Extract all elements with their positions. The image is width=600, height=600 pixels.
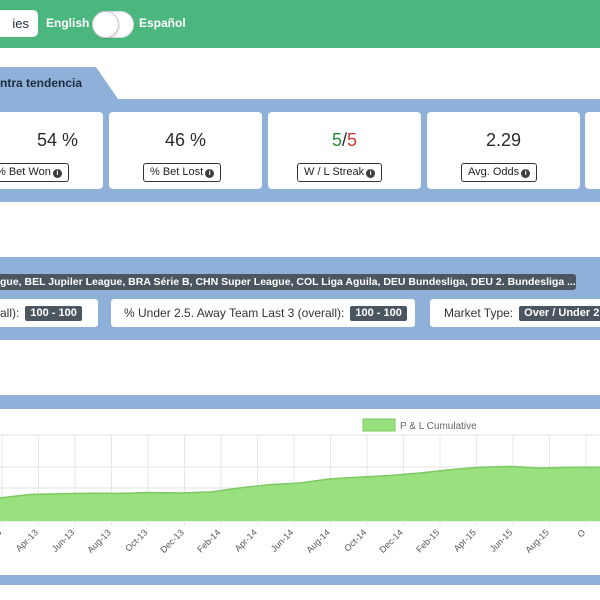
x-tick-label: Aug-14 [304, 527, 332, 555]
x-tick-label: Dec-13 [158, 527, 186, 555]
x-tick-label: Dec-14 [377, 527, 405, 555]
streak-separator: / [341, 130, 347, 150]
chart-band-bottom [0, 575, 600, 585]
top-bar-button[interactable]: ies [0, 10, 38, 37]
x-tick-label: Apr-13 [14, 527, 40, 553]
x-tick-label: Jun-15 [488, 527, 515, 554]
x-tick-label: Jun-13 [50, 527, 77, 554]
x-tick-label: Aug-13 [85, 527, 113, 555]
pl-point[interactable] [449, 469, 451, 471]
legend-label: P & L Cumulative [400, 421, 477, 432]
pl-point[interactable] [509, 465, 511, 467]
pl-chart-svg: r-13 Apr-13 Jun-13 Aug-13 Oct-13 Dec-13 Feb-14… [0, 418, 600, 555]
info-icon[interactable]: i [521, 169, 531, 178]
stat-value-streak: 5/5 [268, 130, 421, 151]
x-tick-label: Oct-13 [123, 527, 149, 553]
pl-point[interactable] [389, 475, 391, 477]
legend-swatch [362, 418, 396, 432]
pl-point[interactable] [149, 492, 151, 494]
info-icon[interactable]: i [52, 169, 62, 178]
stat-card-bet-won: 54 % % Bet Won i [0, 112, 103, 189]
filter-2-value[interactable]: 100 - 100 [350, 306, 407, 321]
filters-band: gue, BEL Jupiler League, BRA Série B, CH… [0, 257, 600, 340]
pl-chart: r-13 Apr-13 Jun-13 Aug-13 Oct-13 Dec-13 Feb-14… [0, 409, 600, 575]
loss-streak: 5 [347, 130, 358, 150]
stat-card-partial [585, 112, 600, 189]
win-streak: 5 [331, 130, 342, 150]
pl-point[interactable] [119, 492, 121, 494]
pl-point[interactable] [359, 476, 361, 478]
filter-3-value[interactable]: Over / Under 2.5 [519, 306, 600, 321]
pl-point[interactable] [239, 487, 241, 489]
chart-band-top [0, 395, 600, 409]
x-tick-label: Apr-14 [233, 527, 259, 553]
pl-point[interactable] [29, 494, 31, 496]
stat-card-avg-odds: 2.29 Avg. Odds i [427, 112, 580, 189]
top-bar: ies English Español [0, 0, 600, 48]
filter-box-3: Market Type:Over / Under 2.5 [430, 299, 600, 327]
english-label[interactable]: English [46, 16, 90, 30]
filter-1-value[interactable]: 100 - 100 [25, 306, 82, 321]
spanish-label[interactable]: Español [139, 16, 186, 30]
filter-box-2: % Under 2.5. Away Team Last 3 (overall):… [111, 299, 415, 327]
pl-point[interactable] [59, 493, 61, 495]
pl-point[interactable] [329, 478, 331, 480]
language-toggle[interactable] [92, 11, 134, 38]
x-tick-label: Oct-14 [342, 527, 368, 553]
trend-tab-label: ntra tendencia [0, 76, 83, 90]
toggle-knob[interactable] [93, 12, 118, 37]
stats-band: 54 % % Bet Won i 46 % % Bet Lost i 5/5 W /… [0, 99, 600, 202]
stat-label-bet-won: % Bet Won i [0, 163, 69, 182]
trend-tab[interactable]: ntra tendencia [0, 67, 118, 99]
x-tick-label: Jun-14 [269, 527, 296, 554]
x-tick-label: r-13 [0, 527, 3, 545]
stat-label-bet-lost: % Bet Lost i [143, 163, 222, 182]
pl-point[interactable] [269, 484, 271, 486]
pl-point[interactable] [299, 482, 301, 484]
x-tick-label: Feb-14 [195, 527, 222, 554]
x-tick-label: O [575, 527, 587, 539]
x-tick-label: Aug-15 [523, 527, 551, 555]
info-icon[interactable]: i [205, 169, 215, 178]
pl-point[interactable] [89, 492, 91, 494]
x-tick-label: Feb-15 [414, 527, 441, 554]
stat-value: 2.29 [485, 130, 522, 150]
filter-box-1: all): 100 - 100 [0, 299, 98, 327]
stat-card-streak: 5/5 W / L Streak i [268, 112, 421, 189]
stat-value: 46 % [164, 130, 207, 150]
leagues-filter[interactable]: gue, BEL Jupiler League, BRA Série B, CH… [0, 274, 576, 290]
stat-label-streak: W / L Streak i [297, 163, 383, 182]
pl-point[interactable] [569, 466, 571, 468]
pl-point[interactable] [179, 492, 181, 494]
pl-area [0, 466, 600, 521]
pl-point[interactable] [539, 467, 541, 469]
pl-point[interactable] [0, 497, 1, 499]
pl-point[interactable] [419, 472, 421, 474]
stat-value: 54 % [36, 130, 79, 150]
pl-point[interactable] [209, 491, 211, 493]
chart-legend[interactable]: P & L Cumulative [362, 418, 477, 432]
x-tick-label: Apr-15 [452, 527, 478, 553]
pl-point[interactable] [479, 466, 481, 468]
stat-card-bet-lost: 46 % % Bet Lost i [109, 112, 262, 189]
stat-label-avg-odds: Avg. Odds i [461, 163, 538, 182]
info-icon[interactable]: i [366, 169, 376, 178]
